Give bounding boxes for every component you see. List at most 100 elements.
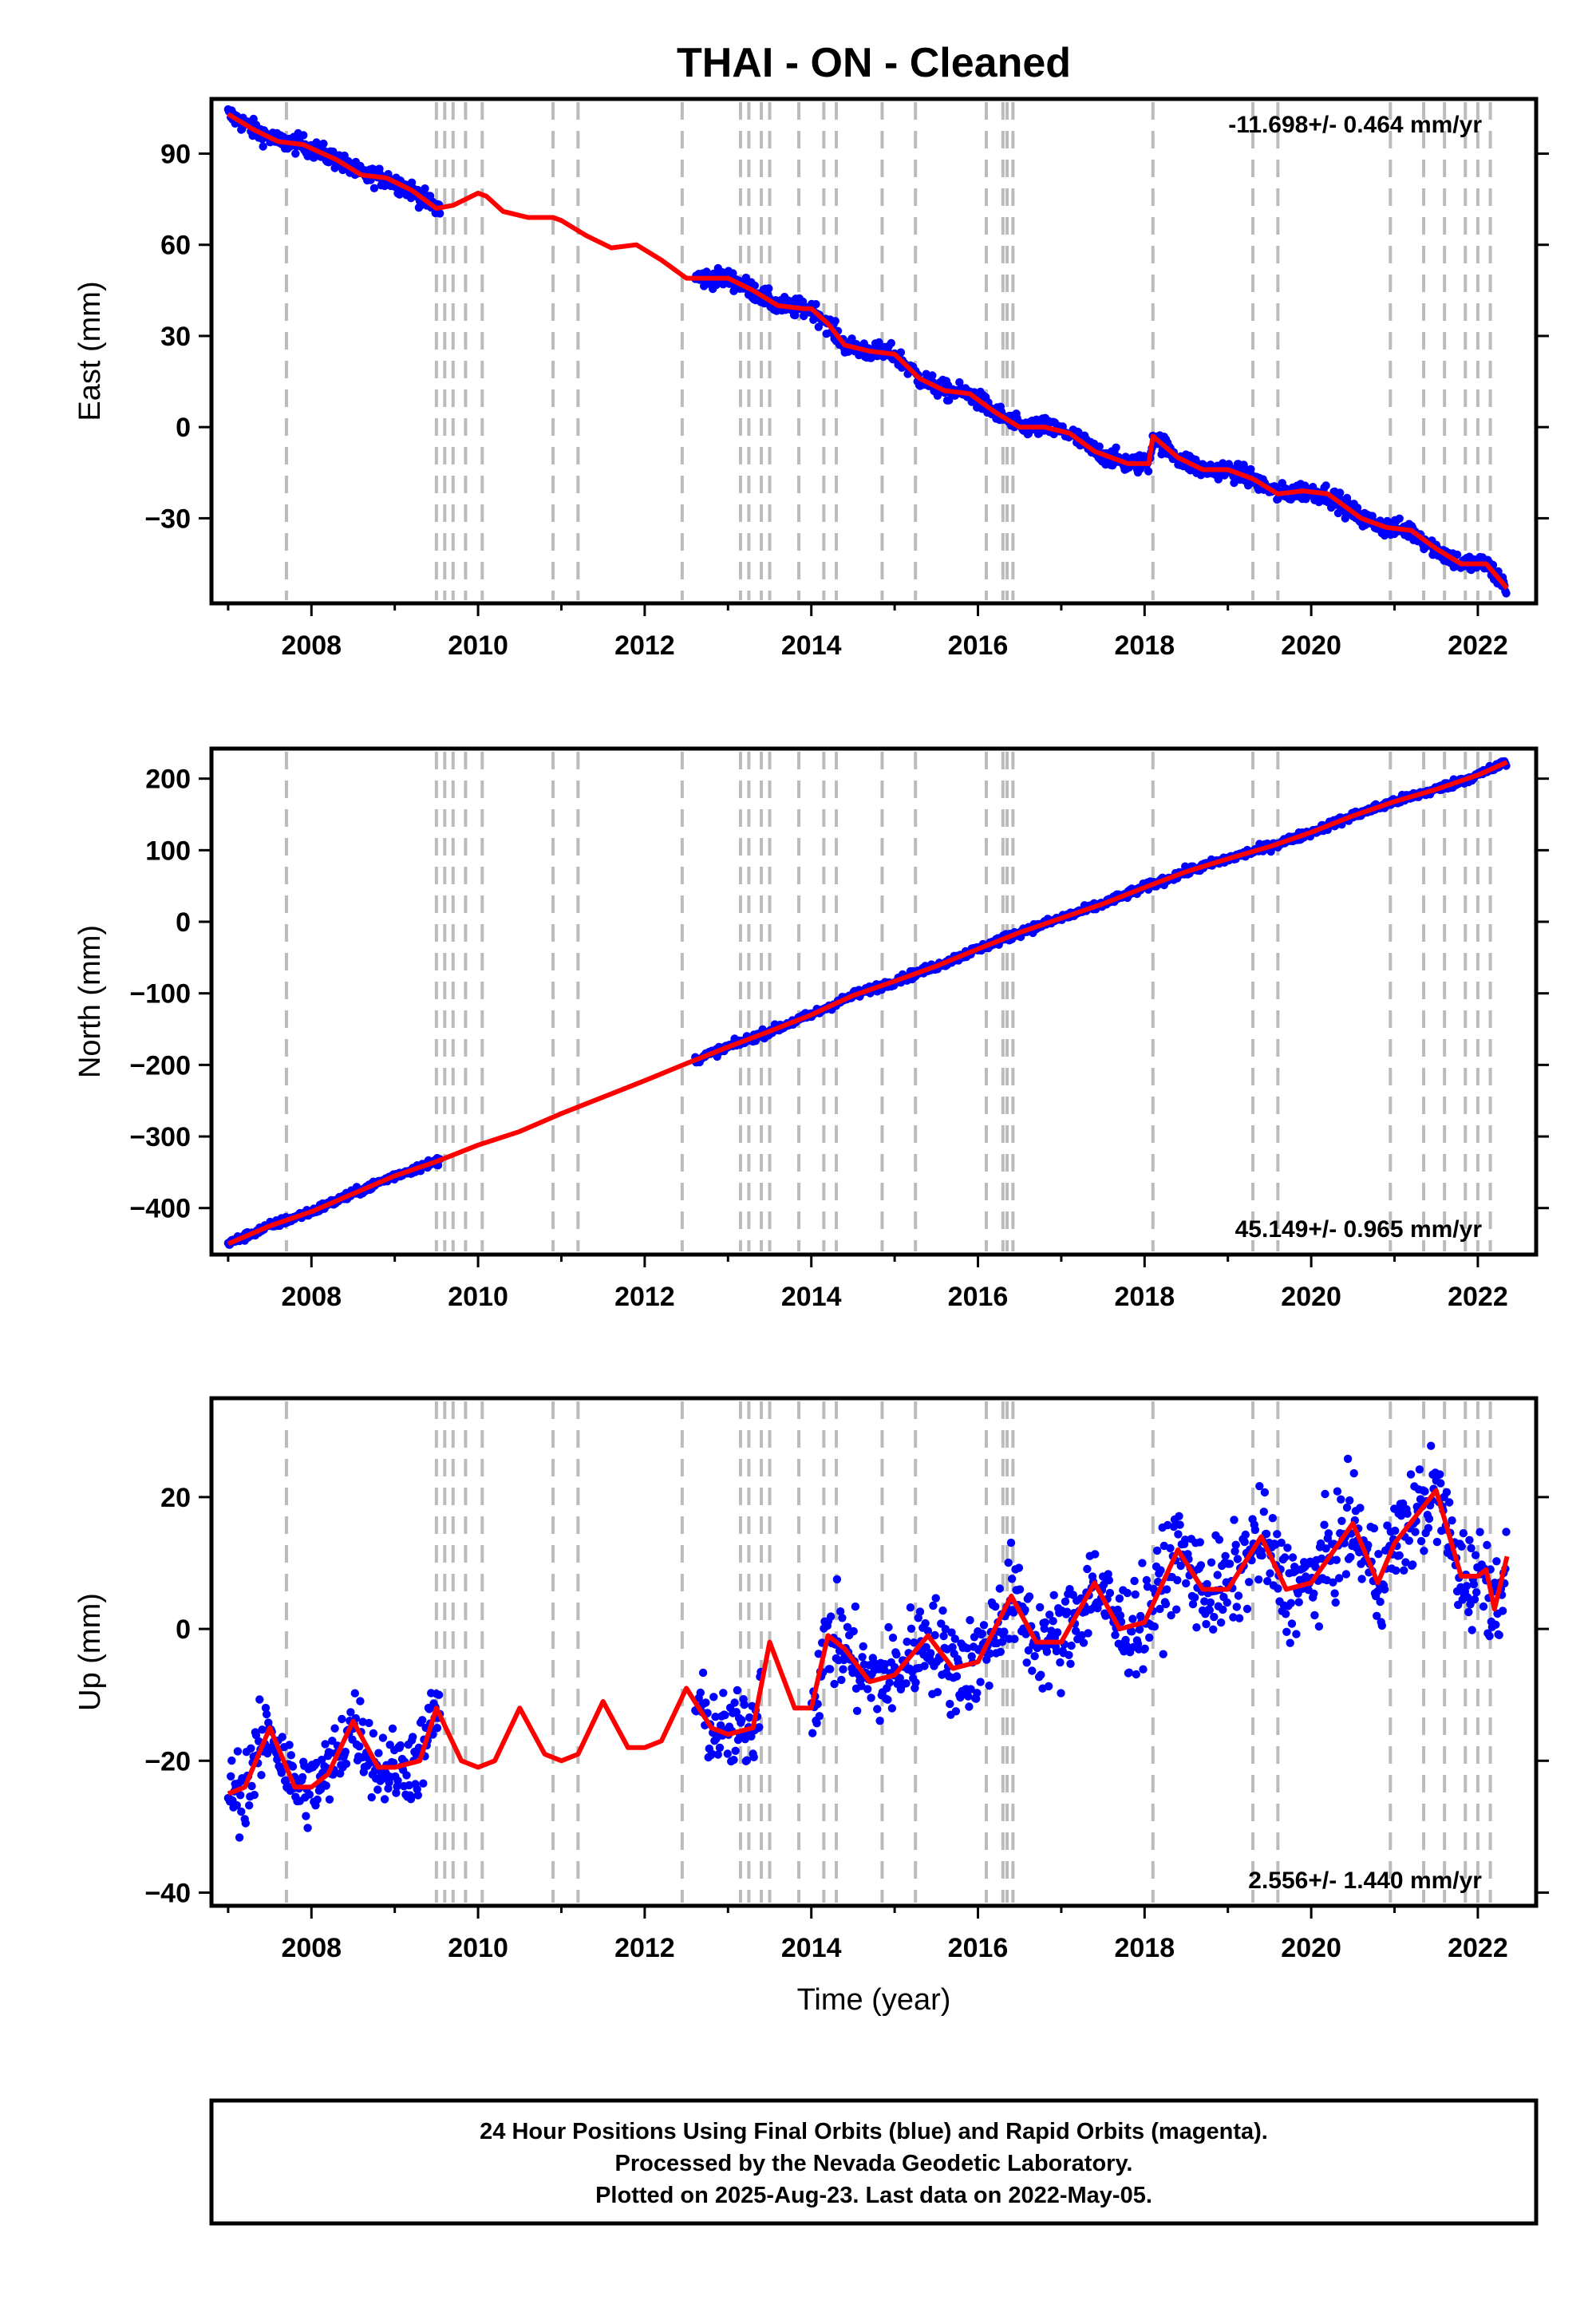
data-point [1142,1575,1152,1585]
y-tick-label: 0 [176,1614,191,1645]
data-point [257,1771,266,1780]
data-point [388,1724,397,1733]
data-point [1004,1558,1013,1567]
data-point [1464,1593,1472,1602]
data-point [715,1743,725,1753]
x-tick-label: 2018 [1114,630,1175,661]
data-point [373,1785,382,1794]
data-point [1287,1619,1297,1628]
data-point [1346,1552,1355,1562]
figure-title: THAI - ON - Cleaned [677,40,1071,86]
data-point [1128,1614,1137,1623]
data-point [740,1700,749,1709]
data-point [291,149,300,158]
data-point [711,1713,720,1721]
data-point [1021,1630,1030,1638]
data-point [998,1638,1007,1646]
data-point [1015,1585,1025,1594]
data-point [247,1744,255,1753]
data-point [951,1707,961,1716]
data-point [1175,1520,1184,1529]
data-point [1162,1585,1171,1594]
data-point [232,1800,241,1810]
data-point [875,1717,884,1725]
data-point [1216,1618,1226,1627]
data-point [1395,514,1404,523]
data-point [1232,1603,1242,1611]
data-point [1067,1641,1076,1650]
data-point [945,396,954,405]
data-point [1403,1509,1412,1518]
x-tick-label: 2008 [281,1933,342,1963]
data-point [1324,1529,1333,1538]
data-point [946,1699,954,1709]
data-point [262,1709,271,1719]
data-point [1196,1561,1206,1570]
data-point [825,1665,835,1674]
data-point [1321,481,1330,490]
data-point [1459,1529,1468,1538]
data-point [1424,1524,1433,1532]
data-point [319,139,328,148]
data-point [837,1675,846,1685]
data-point [1383,1521,1392,1530]
data-point [1395,1551,1404,1560]
data-point [255,1695,264,1704]
panel-up: 2008 2010 2012 2014 2016 2018 2020 2022 20 0 −20 −4… [73,1396,1549,1963]
data-point [1479,1602,1488,1611]
data-point [313,1795,322,1804]
data-point [915,1607,925,1616]
data-point [358,1717,367,1726]
model-line [227,112,1509,590]
data-point [931,1594,940,1603]
data-point [396,1741,405,1750]
x-tick-label: 2008 [281,1282,342,1312]
data-point [1132,1670,1141,1679]
data-point [1161,1599,1171,1609]
x-tick-label: 2020 [1281,1282,1341,1312]
data-point [1140,1644,1149,1653]
data-point [355,1742,364,1751]
data-point [1255,1482,1264,1491]
data-point [1436,1479,1445,1488]
data-point [1294,1598,1303,1607]
x-tick-label: 2022 [1448,1933,1508,1963]
data-point [1166,1543,1175,1553]
data-point [1233,1555,1242,1563]
data-point [1173,1575,1182,1585]
data-point [367,1792,376,1802]
data-point [1231,1540,1240,1550]
data-point [707,1749,717,1758]
data-point [831,317,839,326]
data-point [245,1801,254,1810]
data-point [851,1602,860,1611]
data-point [873,1705,882,1713]
data-point [1021,1606,1029,1614]
data-point [1491,1620,1500,1630]
data-point [1498,1607,1507,1615]
data-point [857,1682,866,1690]
data-point [278,1733,286,1741]
data-point [322,1781,330,1790]
data-point [1188,1599,1198,1609]
data-point [1277,1538,1286,1547]
data-point [1028,1666,1037,1675]
data-point [286,1751,295,1760]
data-point [910,1638,918,1647]
data-point [906,1603,915,1612]
data-point [1056,1658,1065,1667]
break-lines [284,102,1492,600]
data-point [1245,1578,1254,1587]
data-point [1065,1650,1073,1659]
data-point [235,1833,244,1842]
data-point [1049,1617,1057,1626]
data-point [1123,1588,1132,1598]
data-point [733,1686,742,1695]
data-point [896,348,906,357]
data-point [1007,1575,1017,1583]
data-point [1112,443,1120,452]
data-point [920,1662,929,1670]
data-point [1442,1488,1452,1497]
data-point [721,1710,729,1720]
